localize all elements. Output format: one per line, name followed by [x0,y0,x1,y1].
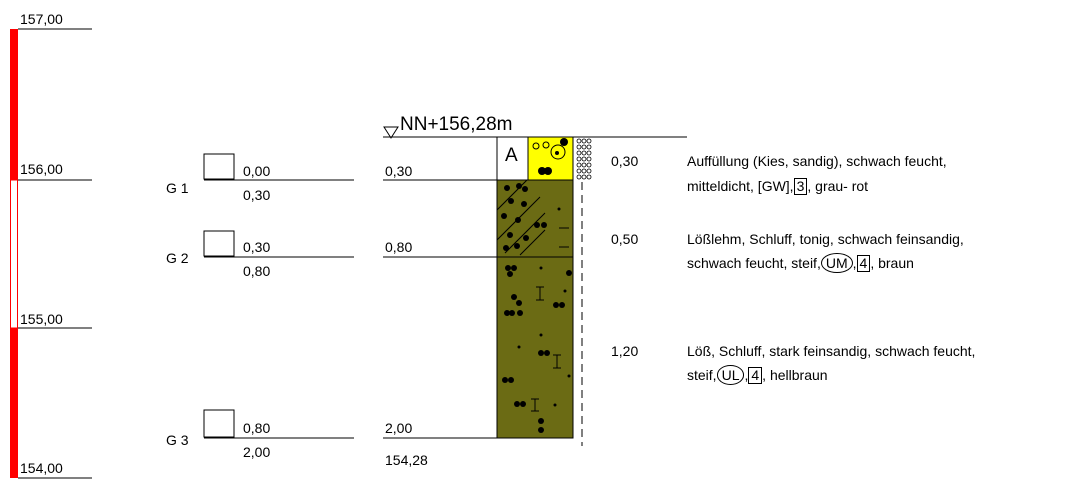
bottom-elevation: 154,28 [385,452,428,468]
sample-top: 0,80 [243,420,271,436]
sample-bottom: 0,30 [243,187,271,203]
layer-depth: 2,00 [385,420,413,436]
sample-marker [203,153,354,181]
scale-label: 154,00 [20,460,63,476]
soil-group-circle: UL [716,365,745,385]
scale-label: 156,00 [20,161,63,177]
layer-thickness: 0,30 [611,153,639,169]
layer-depth: 0,80 [385,239,413,255]
soil-class-box: 4 [856,255,871,272]
sample-top: 0,30 [243,239,271,255]
soil-class-box: 4 [748,367,763,384]
sample-bottom: 0,80 [243,263,271,279]
sample-label: G 3 [166,432,189,448]
soil-class-box: 3 [793,178,808,195]
ground-level-label: NN+156,28m [400,114,513,135]
elevation-bar-segment [10,179,18,329]
scale-label: 155,00 [20,311,63,327]
layer-description-line: mitteldicht, [GW], 3, grau- rot [687,178,869,195]
column-code: A [505,145,518,166]
layer-description-line: Lößlehm, Schluff, tonig, schwach feinsan… [687,231,964,247]
elevation-bar-segment [10,328,18,478]
elevation-bar-segment [10,29,18,180]
column-code-cell [496,136,529,181]
soil-group-circle: UM [820,253,853,273]
sample-marker [203,230,354,258]
gravel-symbol [576,138,592,180]
layer-description-line: Löß, Schluff, stark feinsandig, schwach … [687,343,976,359]
sample-label: G 2 [166,250,189,266]
layer-description-line: schwach feucht, steif, UM, 4, braun [687,253,914,273]
layer-depth: 0,30 [385,163,413,179]
layer-thickness: 1,20 [611,343,639,359]
layer-description-line: Auffüllung (Kies, sandig), schwach feuch… [687,153,947,169]
layer-thickness: 0,50 [611,231,639,247]
level-triangle-icon [383,126,399,139]
sample-marker [203,409,354,439]
sample-label: G 1 [166,180,189,196]
scale-label: 157,00 [20,11,63,27]
sample-bottom: 2,00 [243,444,271,460]
layer-description-line: steif, UL, 4, hellbraun [687,365,828,385]
layer-loess-loam [496,179,574,258]
sample-top: 0,00 [243,163,271,179]
